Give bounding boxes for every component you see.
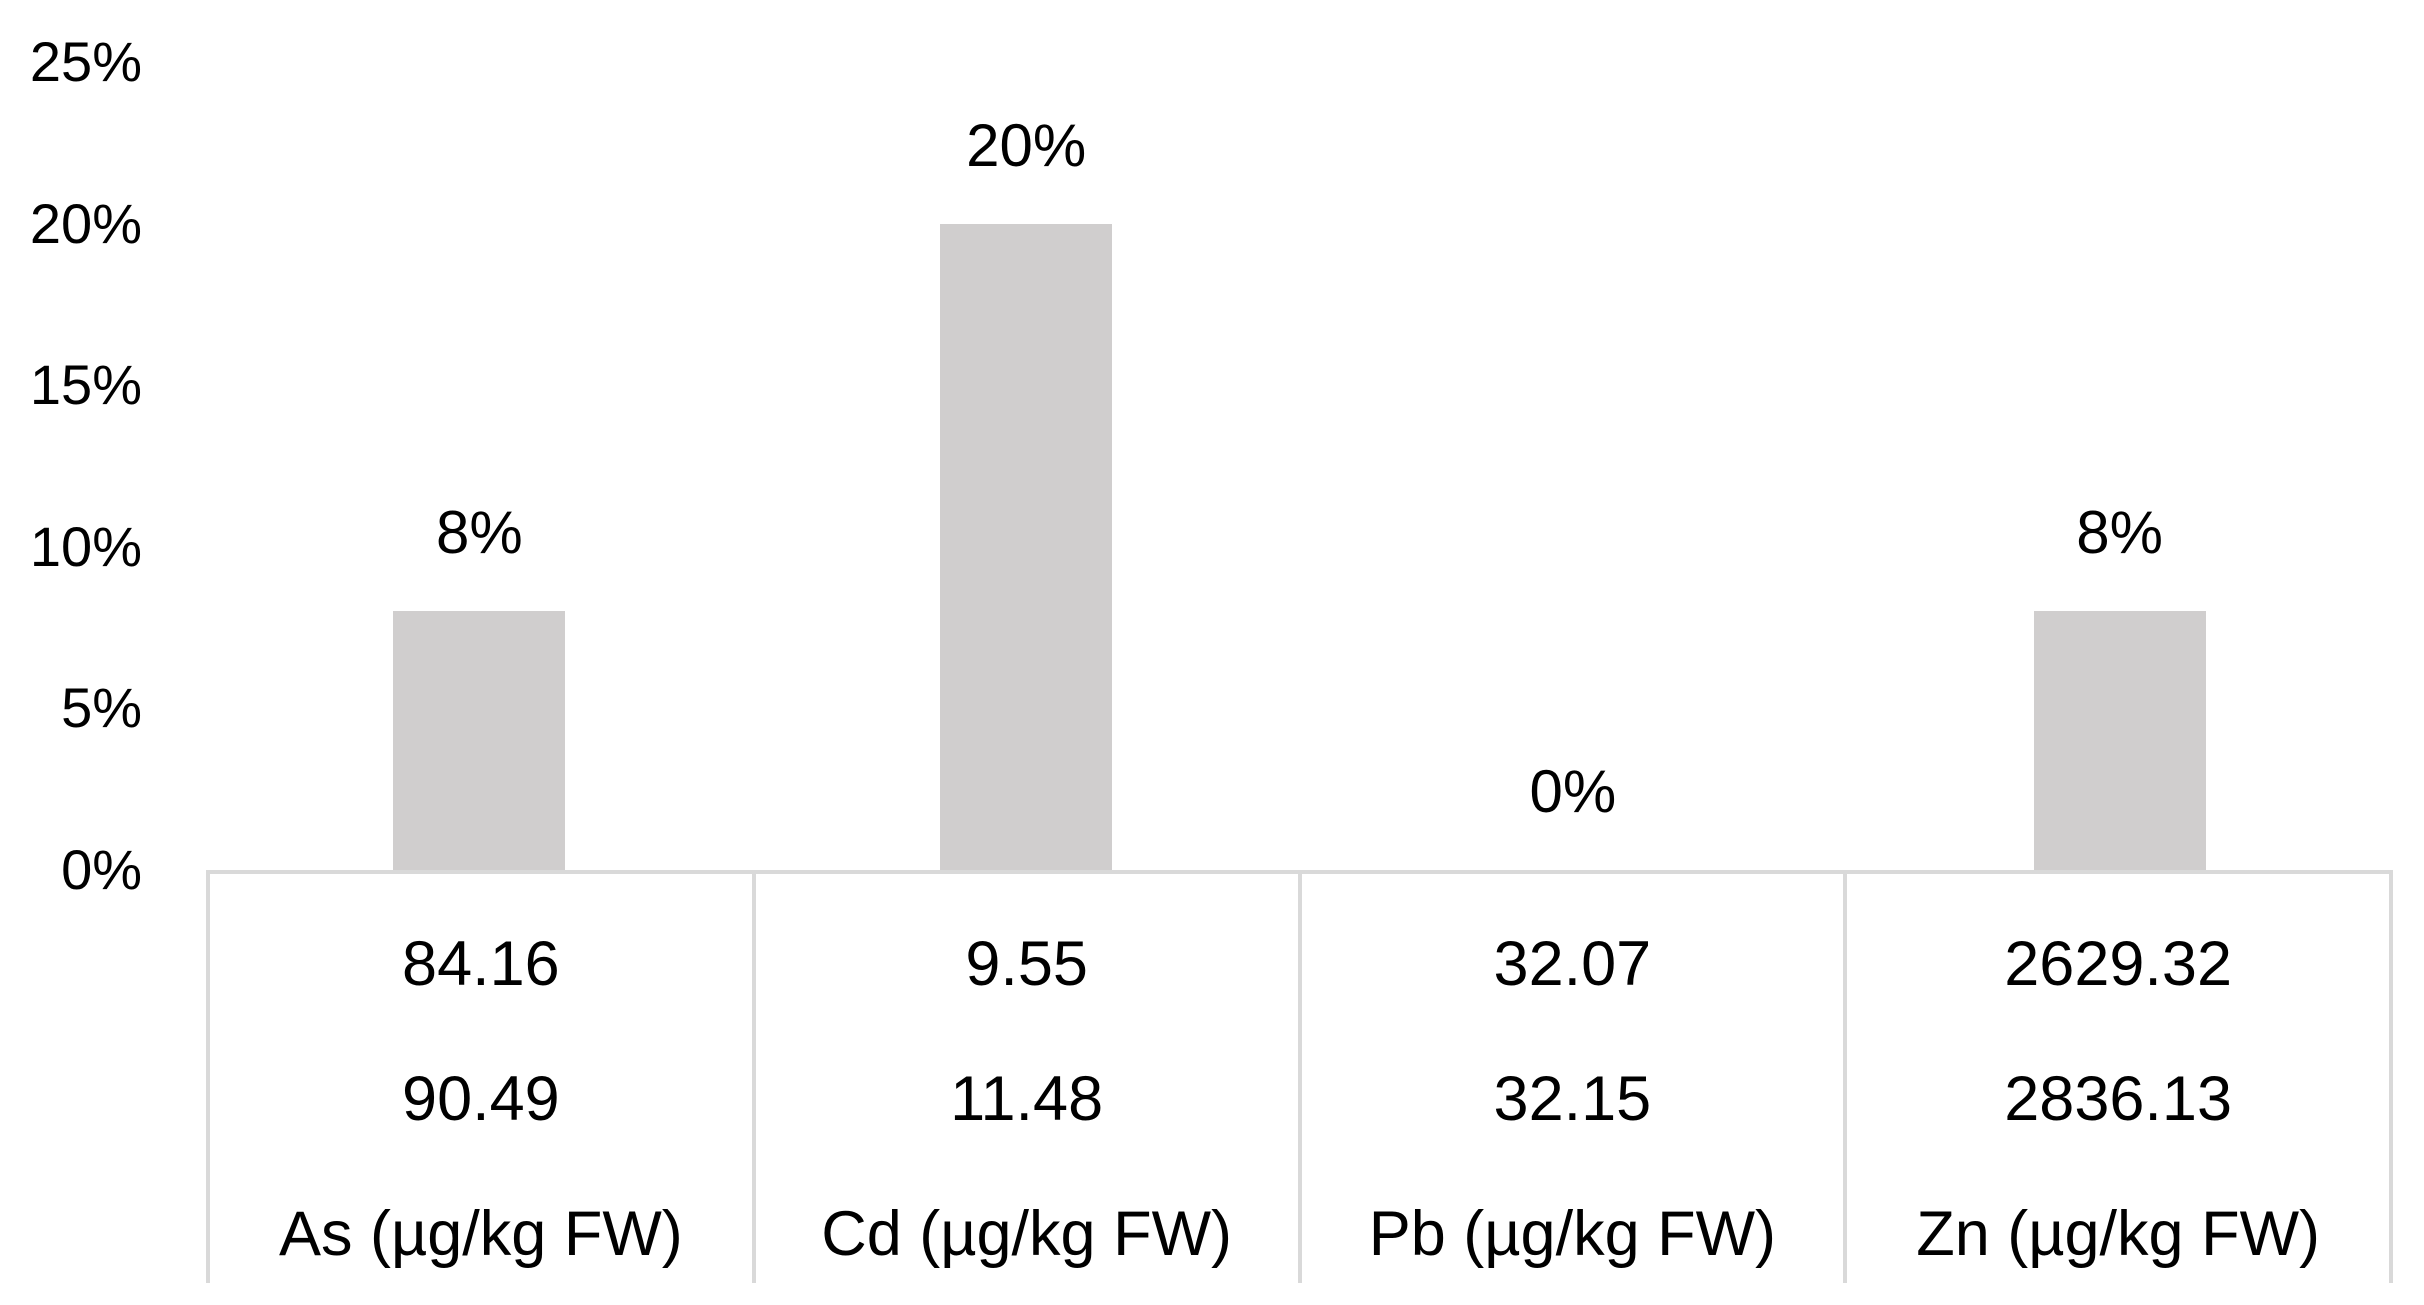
table-value-cell-pb: 32.07 xyxy=(1493,928,1652,999)
bar-data-label-pb: 0% xyxy=(1529,758,1617,825)
bar-data-label-as: 8% xyxy=(436,499,523,567)
y-axis-tick-label: 0% xyxy=(61,838,142,901)
table-column-cd: 9.55 11.48 Cd (µg/kg FW) xyxy=(751,874,1298,1283)
table-value-cell-cd: 11.48 xyxy=(950,1063,1104,1134)
category-label-zn: Zn (µg/kg FW) xyxy=(1916,1198,2321,1269)
table-value-cell-as: 84.16 xyxy=(402,928,560,999)
table-value-cell-pb: 32.15 xyxy=(1493,1063,1652,1134)
data-table: 84.16 90.49 As (µg/kg FW) 9.55 11.48 Cd (µg/k… xyxy=(206,870,2393,1283)
category-label-pb: Pb (µg/kg FW) xyxy=(1368,1198,1777,1269)
bar-as xyxy=(393,611,566,870)
category-label-as: As (µg/kg FW) xyxy=(278,1198,683,1269)
table-column-zn: 2629.32 2836.13 Zn (µg/kg FW) xyxy=(1843,874,2389,1283)
table-value-cell-zn: 2836.13 xyxy=(2004,1063,2232,1134)
table-value-cell-cd: 9.55 xyxy=(965,928,1088,999)
y-axis-tick-label: 10% xyxy=(29,514,142,578)
y-axis-tick-label: 5% xyxy=(61,676,142,740)
table-column-pb: 32.07 32.15 Pb (µg/kg FW) xyxy=(1297,874,1844,1283)
bar-data-label-cd: 20% xyxy=(966,111,1087,179)
y-axis-tick-label: 25% xyxy=(29,30,142,93)
bar-data-label-zn: 8% xyxy=(2076,499,2163,567)
category-label-cd: Cd (µg/kg FW) xyxy=(821,1198,1233,1269)
y-axis-tick-label: 15% xyxy=(29,353,142,417)
bar-cd xyxy=(940,223,1113,870)
bar-zn xyxy=(2033,611,2206,870)
table-column-as: 84.16 90.49 As (µg/kg FW) xyxy=(206,874,752,1283)
table-value-cell-zn: 2629.32 xyxy=(2004,928,2232,999)
table-value-cell-as: 90.49 xyxy=(402,1063,560,1134)
y-axis-tick-label: 20% xyxy=(29,191,142,255)
